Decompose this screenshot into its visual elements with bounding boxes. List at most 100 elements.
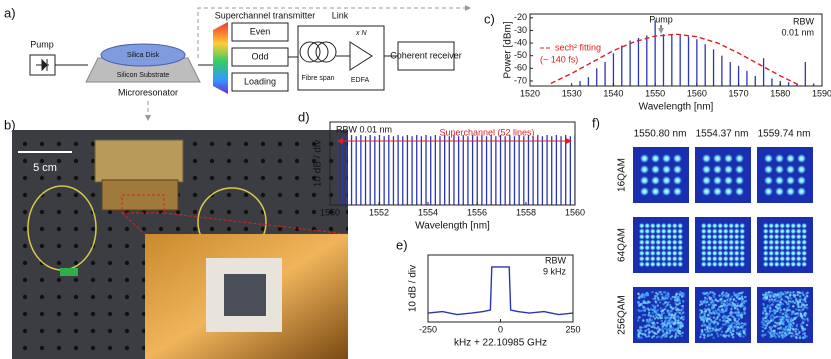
symbol-cloud (711, 299, 714, 302)
symbol-cloud (661, 296, 664, 299)
block (231, 72, 289, 92)
symbol-cloud (639, 329, 643, 332)
x-tick-label: 1570 (729, 88, 749, 98)
x-tick-label: 1540 (603, 88, 623, 98)
symbol-cloud (700, 233, 707, 240)
symbol-cloud (730, 295, 734, 298)
symbol-cloud (762, 222, 769, 229)
symbol-cloud (735, 323, 738, 326)
symbol-cloud (774, 297, 778, 300)
symbol-cloud (733, 321, 736, 325)
symbol-cloud (677, 244, 684, 251)
symbol-cloud (652, 315, 655, 318)
symbol-cloud (661, 309, 664, 312)
symbol-cloud (775, 305, 778, 309)
symbol-cloud (803, 318, 807, 321)
dashed-arrow (197, 5, 471, 58)
symbol-cloud (642, 309, 645, 312)
symbol-cloud (790, 261, 797, 268)
symbol-cloud (733, 233, 740, 240)
symbol-cloud (773, 309, 777, 313)
x-tick-label: 1580 (770, 88, 790, 98)
symbol-cloud (666, 222, 673, 229)
symbol-cloud (786, 318, 790, 321)
panel-label: b) (4, 117, 16, 132)
symbol-cloud (654, 300, 657, 303)
symbol-cloud (639, 186, 650, 197)
symbol-cloud (680, 309, 683, 312)
symbol-cloud (792, 291, 795, 295)
symbol-cloud (798, 295, 802, 298)
symbol-cloud (761, 325, 764, 329)
column-label: 1559.74 nm (758, 129, 811, 140)
symbol-cloud (779, 320, 782, 324)
symbol-cloud (787, 297, 790, 300)
symbol-cloud (728, 228, 735, 235)
symbol-cloud (734, 153, 745, 164)
symbol-cloud (642, 313, 645, 317)
symbol-cloud (724, 315, 727, 318)
symbol-cloud (716, 332, 719, 336)
symbol-cloud (786, 320, 790, 323)
symbol-cloud (792, 311, 795, 314)
symbol-cloud (795, 299, 798, 303)
symbol-cloud (706, 255, 713, 262)
symbol-cloud (639, 164, 650, 175)
symbol-cloud (731, 321, 734, 325)
symbol-cloud (653, 326, 656, 329)
symbol-cloud (796, 175, 807, 186)
symbol-cloud (700, 255, 707, 262)
symbol-cloud (795, 316, 798, 319)
symbol-cloud (706, 222, 713, 229)
symbol-cloud (797, 314, 800, 317)
symbol-cloud (702, 320, 706, 323)
symbol-cloud (702, 321, 705, 325)
symbol-cloud (777, 334, 780, 337)
symbol-cloud (665, 323, 668, 327)
panel-label: c) (484, 11, 495, 26)
symbol-cloud (801, 336, 805, 339)
x-tick-label: 1590 (812, 88, 831, 98)
symbol-cloud (762, 293, 765, 297)
symbol-cloud (703, 314, 706, 318)
symbol-cloud (792, 321, 795, 325)
symbol-cloud (738, 293, 741, 297)
symbol-cloud (651, 311, 654, 315)
symbol-cloud (673, 322, 676, 326)
symbol-cloud (677, 255, 684, 262)
symbol-cloud (647, 334, 651, 338)
symbol-cloud (655, 239, 662, 246)
symbol-cloud (794, 330, 797, 333)
symbol-cloud (659, 292, 663, 296)
symbol-cloud (804, 305, 807, 308)
symbol-cloud (709, 325, 712, 329)
symbol-cloud (795, 325, 798, 328)
symbol-cloud (737, 333, 741, 336)
symbol-cloud (717, 313, 720, 316)
zoom-box (121, 194, 165, 214)
symbol-cloud (722, 302, 726, 305)
symbol-cloud (772, 330, 776, 333)
symbol-cloud (666, 322, 669, 325)
y-tick-label: -20 (514, 12, 527, 22)
symbol-cloud (717, 228, 724, 235)
symbol-cloud (774, 175, 785, 186)
x-tick-label: 250 (565, 324, 580, 334)
symbol-cloud (762, 233, 769, 240)
symbol-cloud (761, 329, 765, 333)
symbol-cloud (720, 330, 724, 333)
symbol-cloud (643, 332, 646, 335)
symbol-cloud (795, 222, 802, 229)
symbol-cloud (650, 325, 653, 329)
symbol-cloud (717, 233, 724, 240)
symbol-cloud (706, 317, 709, 321)
symbol-cloud (767, 291, 770, 294)
symbol-cloud (655, 255, 662, 262)
symbol-cloud (703, 334, 706, 337)
symbol-cloud (769, 291, 773, 294)
symbol-cloud (791, 327, 795, 330)
symbol-cloud (733, 255, 740, 262)
symbol-cloud (779, 222, 786, 229)
symbol-cloud (707, 292, 710, 296)
symbol-cloud (677, 239, 684, 246)
